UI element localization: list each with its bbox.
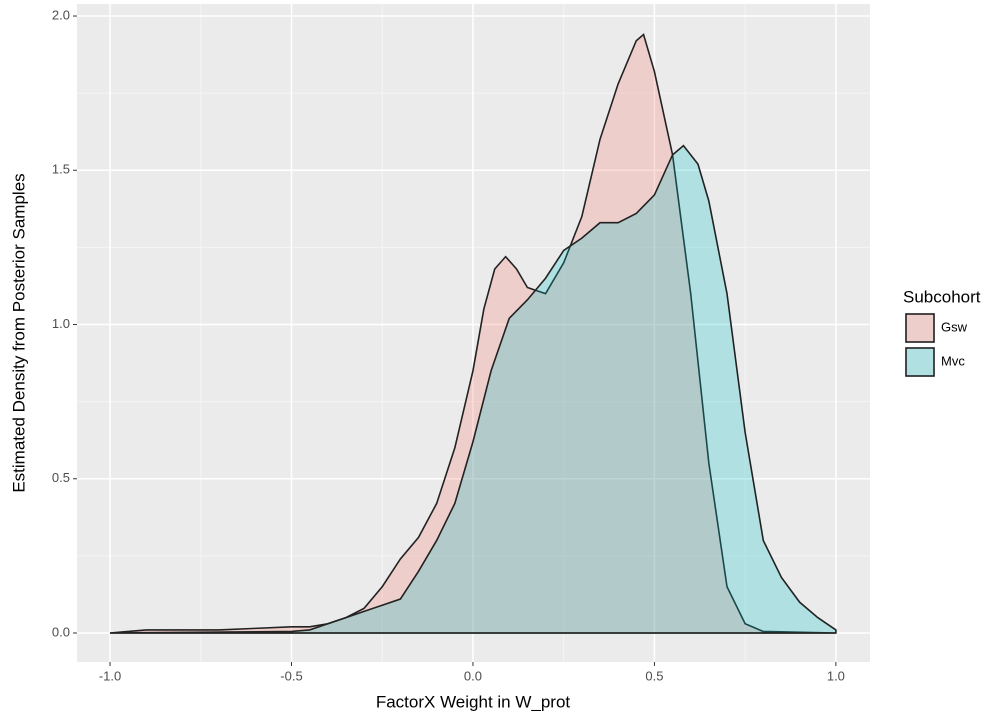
x-axis-title: FactorX Weight in W_prot xyxy=(376,692,571,711)
x-tick-label: -0.5 xyxy=(280,668,302,683)
x-tick-label: 0.5 xyxy=(645,668,663,683)
y-tick-label: 0.0 xyxy=(52,624,70,639)
legend-label: Mvc xyxy=(941,353,965,368)
density-area xyxy=(109,33,836,634)
marks xyxy=(109,33,837,634)
x-tick-label: -1.0 xyxy=(99,668,121,683)
y-tick-label: 2.0 xyxy=(52,7,70,22)
x-tick-label: 1.0 xyxy=(827,668,845,683)
y-tick-label: 1.0 xyxy=(52,316,70,331)
y-tick-label: 1.5 xyxy=(52,162,70,177)
axes: -1.0 -0.5 0.0 0.5 1.0 0.0 0.5 1.0 1.5 2.0 xyxy=(52,7,845,683)
legend-key xyxy=(905,347,935,377)
y-axis-title: Estimated Density from Posterior Samples xyxy=(9,173,28,492)
legend-key-bg xyxy=(905,347,935,377)
legend-key-bg xyxy=(905,313,935,343)
x-tick-label: 0.0 xyxy=(464,668,482,683)
legend-title: Subcohort xyxy=(903,287,981,306)
legend-label: Gsw xyxy=(941,319,968,334)
legend-key xyxy=(905,313,935,343)
legend: Subcohort Gsw Mvc xyxy=(903,287,981,377)
y-tick-label: 0.5 xyxy=(52,470,70,485)
density-area xyxy=(110,144,837,634)
